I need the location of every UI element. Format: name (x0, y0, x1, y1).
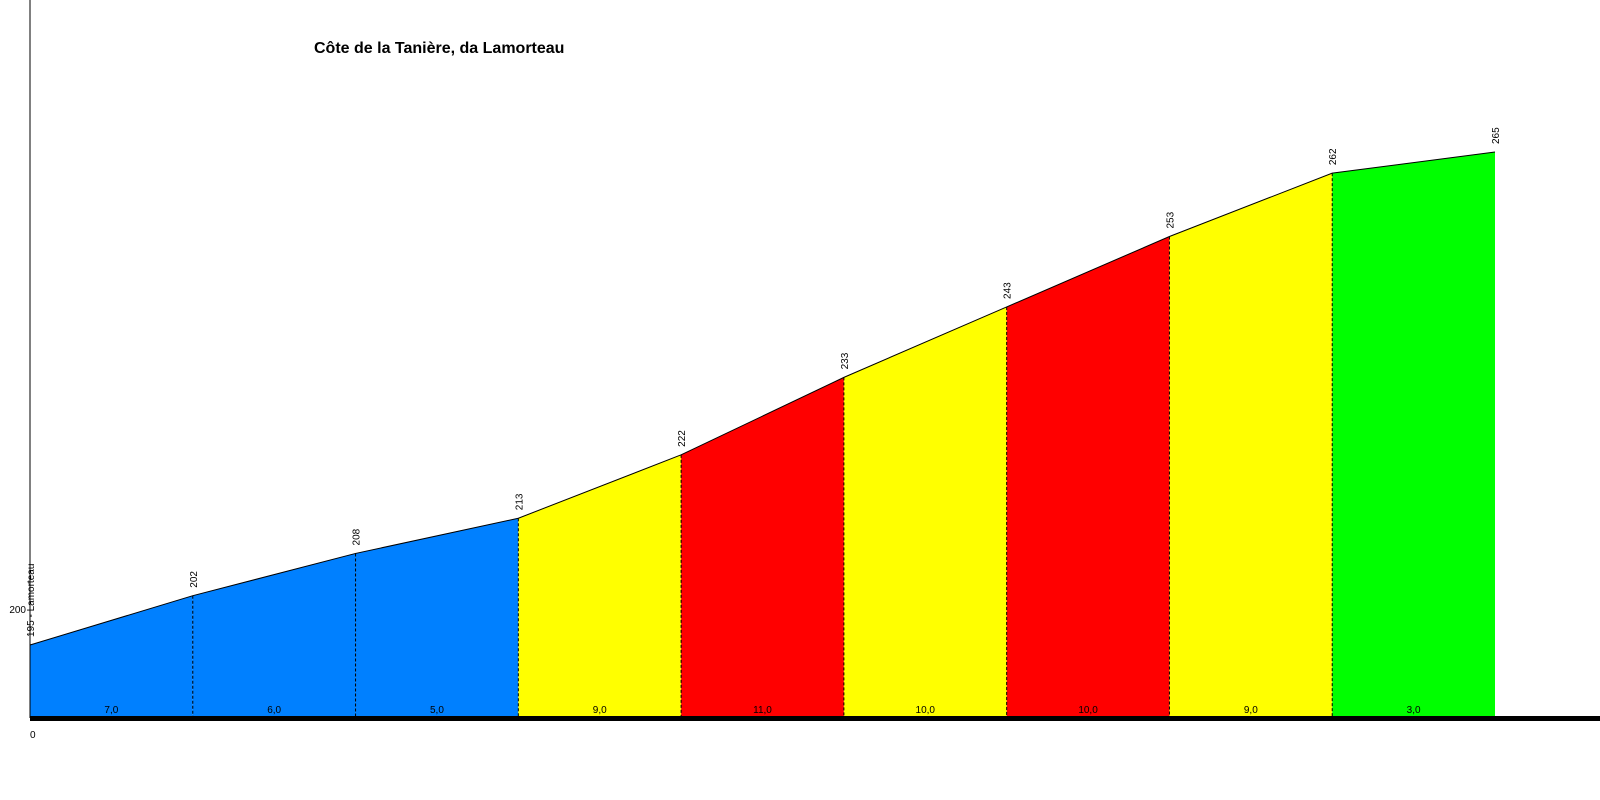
elevation-label-7: 253 (1165, 211, 1176, 228)
elevation-label-1: 202 (189, 571, 200, 588)
gradient-label-6: 10,0 (916, 705, 936, 716)
gradient-label-2: 6,0 (267, 705, 281, 716)
gradient-label-1: 7,0 (104, 705, 118, 716)
elevation-label-2: 208 (352, 528, 363, 545)
segment-dividers (192, 173, 1333, 716)
segment-8 (1169, 173, 1333, 717)
gradient-label-9: 3,0 (1407, 705, 1421, 716)
segment-2 (192, 553, 356, 716)
gradient-label-5: 11,0 (753, 705, 772, 716)
chart-title: Côte de la Tanière, da Lamorteau (314, 40, 564, 57)
y-tick-label: 200 (9, 605, 26, 616)
profile-outline (29, 151, 1496, 646)
x-axis (30, 716, 1600, 721)
x-tick-label: 0 (30, 730, 36, 741)
elevation-label-6: 243 (1003, 282, 1014, 299)
gradient-labels: 7,0 6,0 5,0 9,0 11,0 10,0 10,0 9,0 3,0 (104, 705, 1421, 716)
elevation-labels: 195 - Lamorteau 202 208 213 222 233 243 253 262 2… (26, 127, 1502, 637)
gradient-segments (30, 152, 1495, 717)
gradient-label-8: 9,0 (1244, 705, 1258, 716)
segment-1 (30, 595, 193, 716)
elevation-label-3: 213 (514, 493, 525, 510)
segment-7 (1006, 236, 1170, 716)
segment-9 (1332, 152, 1495, 716)
segment-4 (518, 454, 682, 716)
elevation-label-4: 222 (677, 430, 688, 447)
gradient-label-4: 9,0 (593, 705, 607, 716)
gradient-label-7: 10,0 (1078, 705, 1098, 716)
elevation-label-5: 233 (840, 352, 851, 369)
start-label: 195 - Lamorteau (26, 564, 37, 637)
segment-3 (355, 518, 519, 716)
elevation-label-8: 262 (1328, 148, 1339, 165)
elevation-label-9: 265 (1491, 127, 1502, 144)
profile-path (29, 151, 1496, 646)
gradient-label-3: 5,0 (430, 705, 444, 716)
segment-6 (843, 306, 1007, 716)
segment-5 (681, 377, 844, 716)
